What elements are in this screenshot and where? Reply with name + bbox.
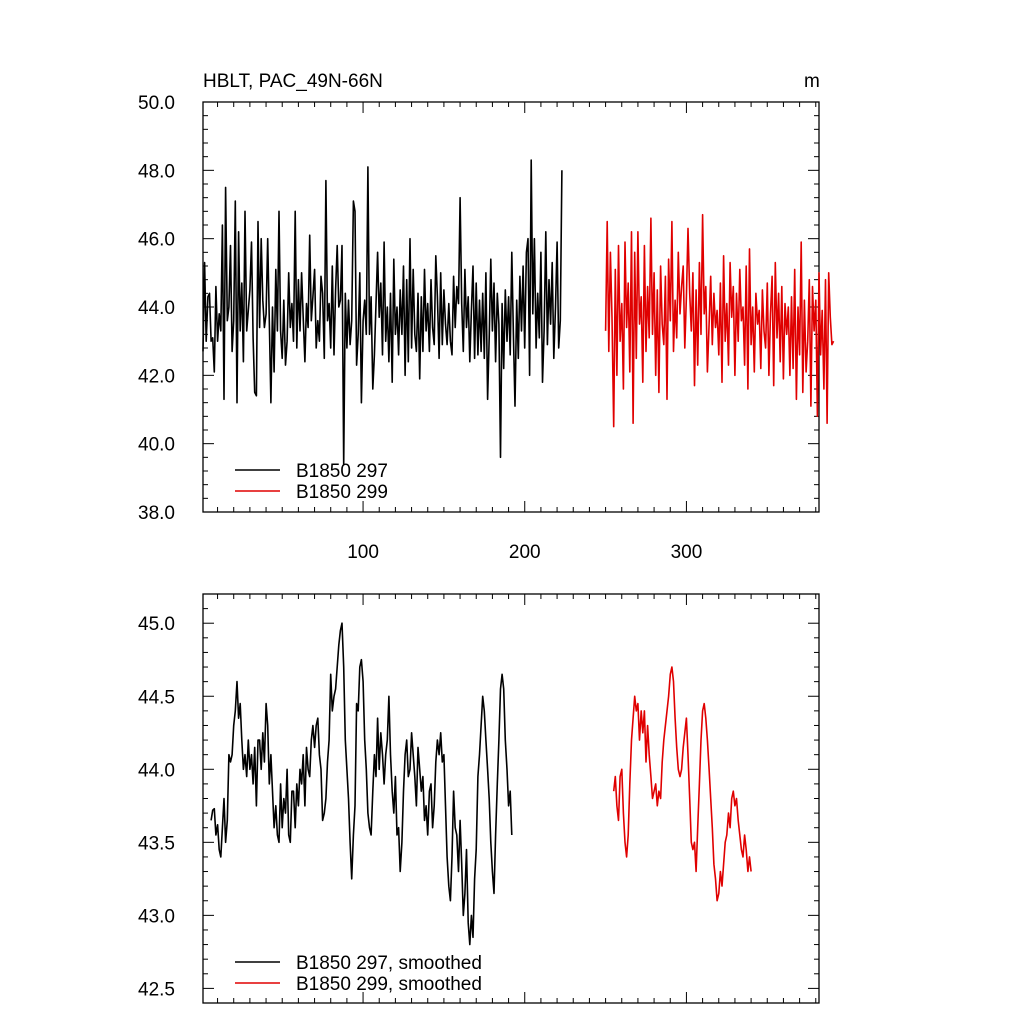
units-label: m <box>804 71 820 92</box>
y-tick-label: 50.0 <box>138 93 175 114</box>
bottom-panel: 42.5 43.0 43.5 44.0 44.5 45.0 B1850 297, smoot… <box>138 593 820 1004</box>
series-line-2 <box>604 213 835 428</box>
y-tick-label: 42.5 <box>138 979 175 1000</box>
y-tick-label: 46.0 <box>138 230 175 251</box>
y-tick-label: 40.0 <box>138 435 175 456</box>
x-tick-label: 300 <box>671 542 703 563</box>
legend-label: B1850 299, smoothed <box>296 974 482 995</box>
y-tick-label: 43.5 <box>138 833 175 854</box>
y-tick-label: 44.0 <box>138 298 175 319</box>
x-tick-label: 200 <box>509 542 541 563</box>
legend-label: B1850 297 <box>296 461 388 482</box>
series-line-2 <box>612 666 752 902</box>
chart-title: HBLT, PAC_49N-66N <box>203 71 383 92</box>
legend-label: B1850 299 <box>296 482 388 503</box>
x-tick-label: 100 <box>347 542 379 563</box>
top-panel: 100 200 300 38.0 40.0 42.0 44.0 46.0 48.0 50.0 B18… <box>138 93 835 563</box>
y-tick-label: 44.0 <box>138 760 175 781</box>
legend-label: B1850 297, smoothed <box>296 953 482 974</box>
y-tick-label: 44.5 <box>138 687 175 708</box>
series-line-1 <box>202 159 563 466</box>
y-tick-label: 45.0 <box>138 614 175 635</box>
y-tick-label: 48.0 <box>138 161 175 182</box>
series-line-1 <box>210 622 513 946</box>
y-tick-label: 42.0 <box>138 366 175 387</box>
y-tick-label: 43.0 <box>138 906 175 927</box>
y-tick-label: 38.0 <box>138 503 175 524</box>
